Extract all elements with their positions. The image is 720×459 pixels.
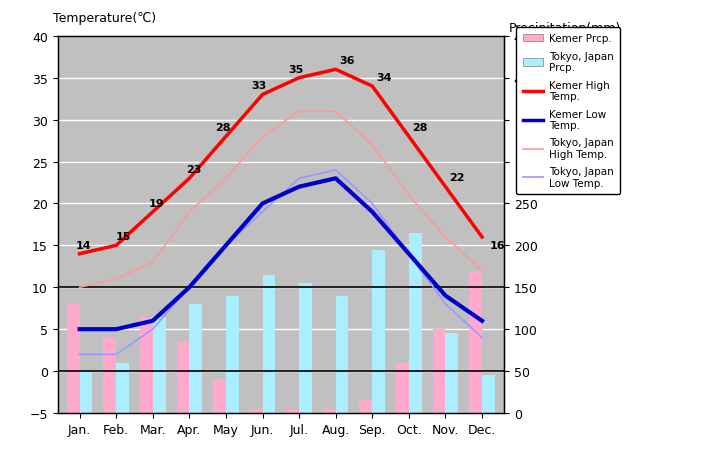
- Text: 22: 22: [449, 173, 464, 183]
- Bar: [250, 409, 263, 413]
- Bar: [287, 411, 299, 413]
- Bar: [396, 363, 409, 413]
- Bar: [336, 296, 348, 413]
- Bar: [359, 401, 372, 413]
- Bar: [79, 371, 92, 413]
- Text: 15: 15: [116, 232, 132, 241]
- Bar: [140, 317, 153, 413]
- Text: 28: 28: [413, 123, 428, 133]
- Text: 19: 19: [149, 198, 165, 208]
- Bar: [67, 304, 79, 413]
- Y-axis label: Precipitation(mm): Precipitation(mm): [508, 22, 621, 34]
- Bar: [469, 271, 482, 413]
- Bar: [176, 342, 189, 413]
- Bar: [299, 284, 312, 413]
- Bar: [263, 275, 275, 413]
- Text: 14: 14: [76, 240, 91, 250]
- Text: 16: 16: [490, 240, 505, 250]
- Bar: [372, 250, 385, 413]
- Text: 34: 34: [376, 73, 392, 83]
- Bar: [226, 296, 239, 413]
- Bar: [433, 330, 446, 413]
- Bar: [104, 338, 116, 413]
- Bar: [409, 233, 422, 413]
- Legend: Kemer Prcp., Tokyo, Japan
Prcp., Kemer High
Temp., Kemer Low
Temp., Tokyo, Japan: Kemer Prcp., Tokyo, Japan Prcp., Kemer H…: [516, 28, 620, 195]
- Text: 36: 36: [339, 56, 355, 66]
- Bar: [323, 409, 336, 413]
- Bar: [116, 363, 129, 413]
- Text: 33: 33: [251, 81, 267, 91]
- Bar: [446, 334, 458, 413]
- Y-axis label: Temperature(℃): Temperature(℃): [53, 12, 156, 25]
- Text: 23: 23: [186, 165, 201, 175]
- Text: 28: 28: [215, 123, 230, 133]
- Bar: [482, 375, 495, 413]
- Bar: [189, 304, 202, 413]
- Bar: [213, 380, 226, 413]
- Bar: [153, 317, 166, 413]
- Text: 35: 35: [288, 64, 303, 74]
